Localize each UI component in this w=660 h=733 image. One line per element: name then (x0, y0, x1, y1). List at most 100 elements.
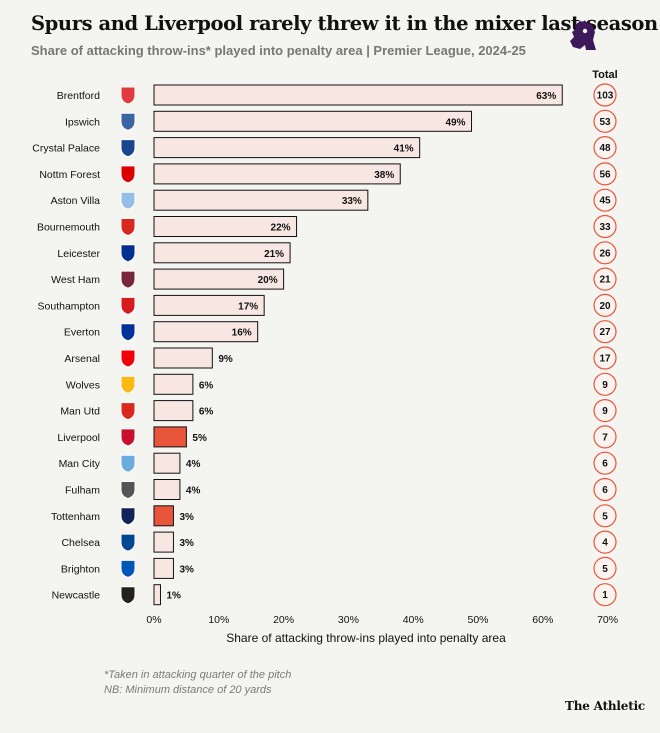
team-label-liverpool: Liverpool (57, 432, 100, 444)
total-ring-ipswich (593, 109, 617, 133)
total-value-fulham: 6 (602, 485, 608, 496)
crest-wolves-icon (120, 375, 136, 394)
crest-bournemouth-icon (120, 218, 136, 237)
x-tick-label: 0% (146, 614, 161, 626)
x-tick-label: 10% (208, 614, 229, 626)
x-tick-label: 70% (597, 614, 618, 626)
crest-southampton-icon (120, 296, 136, 315)
total-value-everton: 27 (599, 327, 611, 338)
bar-tottenham (153, 505, 174, 527)
total-value-tottenham: 5 (602, 511, 608, 522)
value-label-west-ham: 20% (258, 275, 278, 286)
value-label-liverpool: 5% (192, 433, 207, 444)
crest-nottm-forest-icon (120, 165, 136, 184)
total-value-aston-villa: 45 (599, 196, 611, 207)
total-ring-man-city (593, 451, 617, 475)
team-label-tottenham: Tottenham (51, 511, 100, 523)
total-value-liverpool: 7 (602, 432, 608, 443)
value-label-everton: 16% (232, 328, 252, 339)
x-tick-label: 40% (403, 614, 424, 626)
bar-wolves (153, 373, 194, 395)
bar-man-utd (153, 400, 194, 422)
premier-league-lion-icon (570, 20, 596, 50)
value-label-bournemouth: 22% (271, 223, 291, 234)
total-ring-crystal-palace (593, 136, 617, 160)
total-ring-fulham (593, 477, 617, 502)
value-label-brighton: 3% (179, 564, 194, 575)
value-label-ipswich: 49% (446, 117, 466, 128)
team-label-man-utd: Man Utd (60, 406, 100, 418)
total-value-nottm-forest: 56 (599, 169, 611, 180)
total-value-ipswich: 53 (599, 117, 611, 128)
footnotes: *Taken in attacking quarter of the pitch… (104, 668, 291, 698)
total-ring-chelsea (593, 530, 617, 554)
crest-man-city-icon (120, 454, 136, 473)
value-label-southampton: 17% (238, 301, 258, 312)
total-ring-tottenham (593, 504, 617, 528)
bar-southampton (153, 294, 265, 316)
chart-title: Spurs and Liverpool rarely threw it in t… (31, 12, 658, 35)
total-header: Total (592, 69, 617, 81)
bar-ipswich (153, 110, 473, 132)
team-label-man-city: Man City (59, 458, 101, 470)
total-ring-arsenal (593, 346, 617, 370)
team-label-bournemouth: Bournemouth (37, 222, 100, 234)
bar-newcastle (153, 584, 161, 606)
bar-leicester (153, 242, 291, 264)
team-label-west-ham: West Ham (51, 274, 100, 286)
chart-subtitle: Share of attacking throw-ins* played int… (31, 43, 526, 58)
x-tick-label: 20% (273, 614, 294, 626)
total-ring-wolves (593, 372, 617, 396)
bar-arsenal (153, 347, 213, 369)
x-tick-label: 60% (532, 614, 553, 626)
team-label-ipswich: Ipswich (65, 116, 100, 128)
crest-liverpool-icon (120, 428, 136, 447)
footnote-definition: *Taken in attacking quarter of the pitch (104, 669, 292, 681)
team-label-brentford: Brentford (57, 90, 100, 102)
total-ring-west-ham (593, 267, 617, 291)
total-ring-leicester (593, 241, 617, 265)
total-ring-liverpool (593, 425, 617, 449)
value-label-man-city: 4% (186, 459, 201, 470)
footnote-minimum-distance: NB: Minimum distance of 20 yards (104, 684, 272, 696)
value-label-newcastle: 1% (166, 591, 181, 602)
bar-brighton (153, 557, 174, 579)
bar-nottm-forest (153, 163, 401, 185)
total-value-newcastle: 1 (602, 590, 608, 601)
bar-liverpool (153, 426, 187, 448)
team-label-southampton: Southampton (38, 300, 101, 312)
x-tick-label: 50% (467, 614, 488, 626)
value-label-man-utd: 6% (199, 407, 214, 418)
total-value-man-city: 6 (602, 459, 608, 470)
value-label-chelsea: 3% (179, 538, 194, 549)
bar-west-ham (153, 268, 285, 290)
team-label-arsenal: Arsenal (64, 353, 100, 365)
total-value-wolves: 9 (602, 380, 608, 391)
total-ring-brentford (593, 83, 617, 107)
bar-bournemouth (153, 216, 298, 237)
bar-man-city (153, 452, 181, 474)
total-value-brighton: 5 (602, 564, 608, 575)
crest-everton-icon (120, 323, 136, 342)
value-label-brentford: 63% (536, 91, 556, 102)
bar-aston-villa (153, 189, 369, 211)
crest-brighton-icon (120, 559, 136, 578)
total-ring-nottm-forest (593, 162, 617, 186)
team-label-wolves: Wolves (66, 379, 100, 391)
total-ring-newcastle (593, 583, 617, 607)
crest-arsenal-icon (120, 349, 136, 368)
value-label-tottenham: 3% (179, 512, 194, 523)
team-label-newcastle: Newcastle (52, 590, 101, 602)
team-label-crystal-palace: Crystal Palace (32, 143, 100, 155)
crest-newcastle-icon (120, 586, 136, 605)
total-value-southampton: 20 (599, 301, 611, 312)
total-value-bournemouth: 33 (599, 222, 611, 233)
bar-crystal-palace (153, 137, 421, 159)
team-label-leicester: Leicester (57, 248, 100, 260)
bar-brentford (153, 84, 563, 106)
crest-leicester-icon (120, 244, 136, 263)
total-value-crystal-palace: 48 (599, 143, 611, 154)
crest-tottenham-icon (120, 507, 136, 526)
team-label-brighton: Brighton (61, 563, 100, 575)
